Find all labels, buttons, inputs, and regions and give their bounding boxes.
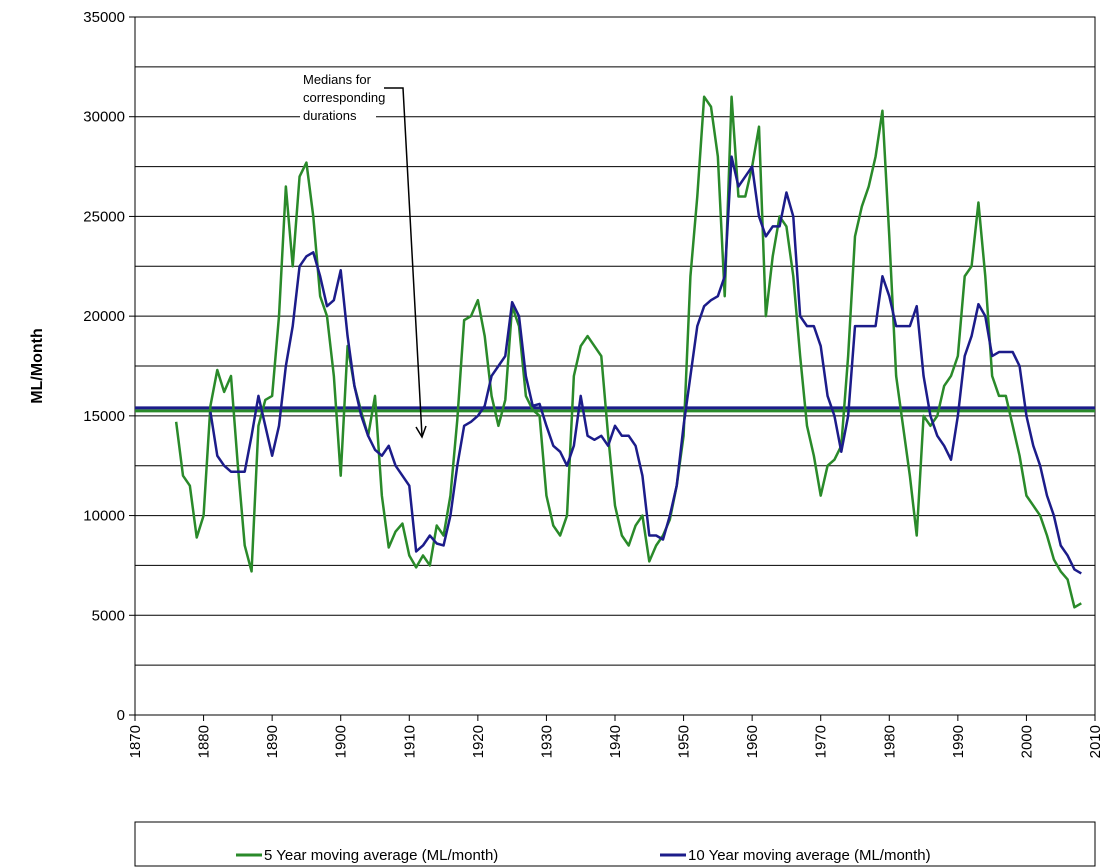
annotation-bg (300, 78, 376, 128)
y-tick-label: 5000 (92, 607, 125, 624)
x-tick-label: 1990 (950, 725, 967, 758)
annotation: durations (303, 108, 357, 123)
x-tick-label: 2010 (1087, 725, 1104, 758)
y-tick-label: 15000 (83, 408, 125, 425)
legend (134, 821, 1096, 867)
x-tick-label: 1870 (127, 725, 144, 758)
x-tick-label: 1980 (881, 725, 898, 758)
y-tick-label: 30000 (83, 109, 125, 126)
x-tick-label: 1920 (470, 725, 487, 758)
x-tick-label: 1950 (676, 725, 693, 758)
y-axis-label: ML/Month (29, 328, 46, 404)
grid (134, 16, 1096, 716)
y-tick-label: 35000 (83, 9, 125, 26)
series-line (209, 155, 1082, 575)
series-line (174, 95, 1082, 609)
legend-label: 10 Year moving average (ML/month) (688, 847, 931, 864)
y-tick-label: 10000 (83, 508, 125, 525)
x-tick-label: 1940 (607, 725, 624, 758)
y-tick-label: 0 (117, 707, 125, 724)
legend-label: 5 Year moving average (ML/month) (264, 847, 498, 864)
annotation: Medians for (303, 72, 372, 87)
x-tick-label: 1930 (538, 725, 555, 758)
annotation-arrow (384, 87, 423, 437)
y-tick-label: 25000 (83, 208, 125, 225)
x-tick-label: 1970 (813, 725, 830, 758)
x-tick-label: 1960 (744, 725, 761, 758)
x-tick-label: 1910 (401, 725, 418, 758)
annotation: corresponding (303, 90, 385, 105)
y-tick-label: 20000 (83, 308, 125, 325)
x-tick-label: 1890 (264, 725, 281, 758)
x-tick-label: 1900 (333, 725, 350, 758)
x-tick-label: 1880 (196, 725, 213, 758)
arrow-head (415, 425, 427, 439)
lines (135, 95, 1095, 609)
x-tick-label: 2000 (1018, 725, 1035, 758)
